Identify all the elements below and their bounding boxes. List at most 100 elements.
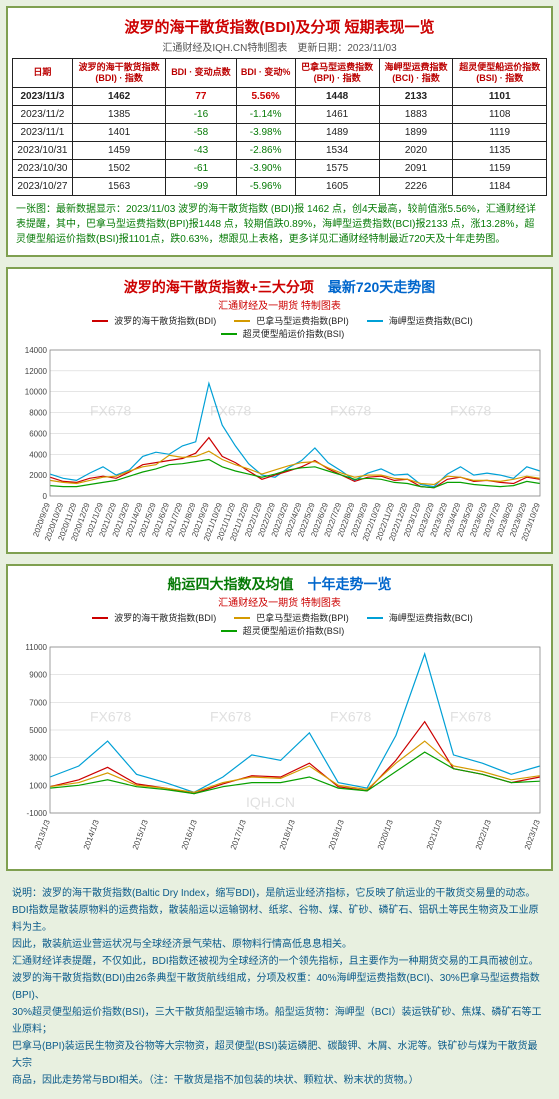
svg-text:FX678: FX678 xyxy=(210,708,251,724)
svg-text:9000: 9000 xyxy=(29,670,47,679)
svg-text:10000: 10000 xyxy=(25,387,48,396)
table-header: 波罗的海干散货指数(BDI) · 指数 xyxy=(72,59,166,88)
svg-text:3000: 3000 xyxy=(29,753,47,762)
legend-item: 海岬型运费指数(BCI) xyxy=(361,316,473,326)
table-cell: 1119 xyxy=(453,123,547,141)
svg-text:2018/1/3: 2018/1/3 xyxy=(278,818,297,851)
svg-text:FX678: FX678 xyxy=(330,708,371,724)
table-row: 2023/11/21385-16-1.14%146118831108 xyxy=(13,105,547,123)
svg-text:14000: 14000 xyxy=(25,346,48,355)
svg-text:2023/1/3: 2023/1/3 xyxy=(523,818,542,851)
table-row: 2023/10/271563-99-5.96%160522261184 xyxy=(13,177,547,195)
chart10y-legend: 波罗的海干散货指数(BDI)巴拿马型运费指数(BPI)海岬型运费指数(BCI)超… xyxy=(16,611,543,637)
table-cell: -2.86% xyxy=(236,141,295,159)
table-cell: 1489 xyxy=(295,123,379,141)
table-cell: 2023/10/27 xyxy=(13,177,73,195)
table-row: 2023/11/11401-58-3.98%148918991119 xyxy=(13,123,547,141)
svg-text:FX678: FX678 xyxy=(330,402,371,418)
table-cell: 2133 xyxy=(379,87,453,105)
table-cell: 1461 xyxy=(295,105,379,123)
svg-text:1000: 1000 xyxy=(29,781,47,790)
table-cell: 2023/10/30 xyxy=(13,159,73,177)
legend-item: 波罗的海干散货指数(BDI) xyxy=(86,316,216,326)
svg-text:0: 0 xyxy=(43,492,48,501)
svg-text:IQH.CN: IQH.CN xyxy=(246,794,295,810)
table-cell: 1184 xyxy=(453,177,547,195)
description-line: 商品，因此走势常与BDI相关。（注：干散货是指不加包装的块状、颗粒状、粉末状的货… xyxy=(12,1072,547,1089)
chart10y-sub: 汇通财经及一期货 特制图表 xyxy=(16,594,543,609)
table-cell: -99 xyxy=(166,177,236,195)
table-header: BDI · 变动% xyxy=(236,59,295,88)
legend-item: 巴拿马型运费指数(BPI) xyxy=(228,613,349,623)
table-cell: 1899 xyxy=(379,123,453,141)
table-row: 2023/10/311459-43-2.86%153420201135 xyxy=(13,141,547,159)
table-header: 海岬型运费指数(BCI) · 指数 xyxy=(379,59,453,88)
svg-text:12000: 12000 xyxy=(25,366,48,375)
table-cell: 1159 xyxy=(453,159,547,177)
table-cell: 1108 xyxy=(453,105,547,123)
description-line: 30%超灵便型船运价指数(BSI)，三大干散货船型运输市场。船型运货物：海岬型（… xyxy=(12,1004,547,1038)
svg-text:FX678: FX678 xyxy=(90,708,131,724)
table-cell: 5.56% xyxy=(236,87,295,105)
table-cell: 1459 xyxy=(72,141,166,159)
description-line: BDI指数是散装原物料的运费指数，散装船运以运输钢材、纸浆、谷物、煤、矿砂、磷矿… xyxy=(12,902,547,936)
table-cell: 1401 xyxy=(72,123,166,141)
svg-text:2017/1/3: 2017/1/3 xyxy=(229,818,248,851)
table-cell: -61 xyxy=(166,159,236,177)
table-cell: 1605 xyxy=(295,177,379,195)
svg-text:11000: 11000 xyxy=(25,643,47,652)
table-header: 巴拿马型运费指数(BPI) · 指数 xyxy=(295,59,379,88)
table-cell: 77 xyxy=(166,87,236,105)
panel-short-term: 波罗的海干散货指数(BDI)及分项 短期表现一览 汇通财经及IQH.CN特制图表… xyxy=(6,6,553,257)
table-cell: 1575 xyxy=(295,159,379,177)
svg-text:6000: 6000 xyxy=(29,429,47,438)
panel1-note: 一张图：最新数据显示：2023/11/03 波罗的海干散货指数 (BDI)报 1… xyxy=(12,196,547,247)
table-cell: 2023/11/1 xyxy=(13,123,73,141)
svg-text:4000: 4000 xyxy=(29,450,47,459)
legend-item: 超灵便型船运价指数(BSI) xyxy=(215,329,345,339)
table-cell: -43 xyxy=(166,141,236,159)
table-cell: 1883 xyxy=(379,105,453,123)
svg-text:2014/1/3: 2014/1/3 xyxy=(82,818,101,851)
svg-text:2015/1/3: 2015/1/3 xyxy=(131,818,150,851)
table-cell: -3.90% xyxy=(236,159,295,177)
table-header: 日期 xyxy=(13,59,73,88)
description-line: 波罗的海干散货指数(BDI)由26条典型干散货航线组成，分项及权重：40%海岬型… xyxy=(12,970,547,1004)
svg-text:7000: 7000 xyxy=(29,698,47,707)
svg-text:FX678: FX678 xyxy=(450,402,491,418)
svg-text:2020/1/3: 2020/1/3 xyxy=(376,818,395,851)
description-block: 说明：波罗的海干散货指数(Baltic Dry Index，缩写BDI)，是航运… xyxy=(6,881,553,1093)
description-line: 说明：波罗的海干散货指数(Baltic Dry Index，缩写BDI)，是航运… xyxy=(12,885,547,902)
table-header: BDI · 变动点数 xyxy=(166,59,236,88)
svg-text:8000: 8000 xyxy=(29,408,47,417)
svg-text:FX678: FX678 xyxy=(90,402,131,418)
table-cell: 1135 xyxy=(453,141,547,159)
legend-item: 海岬型运费指数(BCI) xyxy=(361,613,473,623)
chart10y-title: 船运四大指数及均值 十年走势一览 xyxy=(16,574,543,594)
chart720-title: 波罗的海干散货指数+三大分项 最新720天走势图 xyxy=(16,277,543,297)
table-header: 超灵便型船运价指数(BSI) · 指数 xyxy=(453,59,547,88)
svg-text:2021/1/3: 2021/1/3 xyxy=(425,818,444,851)
chart720-legend: 波罗的海干散货指数(BDI) 巴拿马型运费指数(BPI) 海岬型运费指数(BCI) 超… xyxy=(16,314,543,340)
description-line: 巴拿马(BPI)装运民生物资及谷物等大宗物资，超灵便型(BSI)装运磷肥、碳酸钾… xyxy=(12,1038,547,1072)
table-cell: -5.96% xyxy=(236,177,295,195)
svg-text:FX678: FX678 xyxy=(450,708,491,724)
table-cell: 2023/11/3 xyxy=(13,87,73,105)
svg-text:-1000: -1000 xyxy=(27,809,48,818)
svg-text:2013/1/3: 2013/1/3 xyxy=(33,818,52,851)
svg-text:2016/1/3: 2016/1/3 xyxy=(180,818,199,851)
table-cell: 2023/10/31 xyxy=(13,141,73,159)
panel-720day: 波罗的海干散货指数+三大分项 最新720天走势图 汇通财经及一期货 特制图表 波… xyxy=(6,267,553,554)
table-row: 2023/10/301502-61-3.90%157520911159 xyxy=(13,159,547,177)
legend-item: 巴拿马型运费指数(BPI) xyxy=(228,316,349,326)
table-cell: 1563 xyxy=(72,177,166,195)
table-cell: 1534 xyxy=(295,141,379,159)
table-cell: 1462 xyxy=(72,87,166,105)
chart720-svg: 0 2000 4000 6000 8000 10000 12000 14000 FX678 FX6… xyxy=(16,344,546,544)
chart10y-svg: -10001000300050007000900011000FX678FX678… xyxy=(16,641,546,861)
svg-text:2022/1/3: 2022/1/3 xyxy=(474,818,493,851)
table-cell: 2226 xyxy=(379,177,453,195)
svg-text:2000: 2000 xyxy=(29,471,47,480)
svg-text:2019/1/3: 2019/1/3 xyxy=(327,818,346,851)
table-cell: 1502 xyxy=(72,159,166,177)
